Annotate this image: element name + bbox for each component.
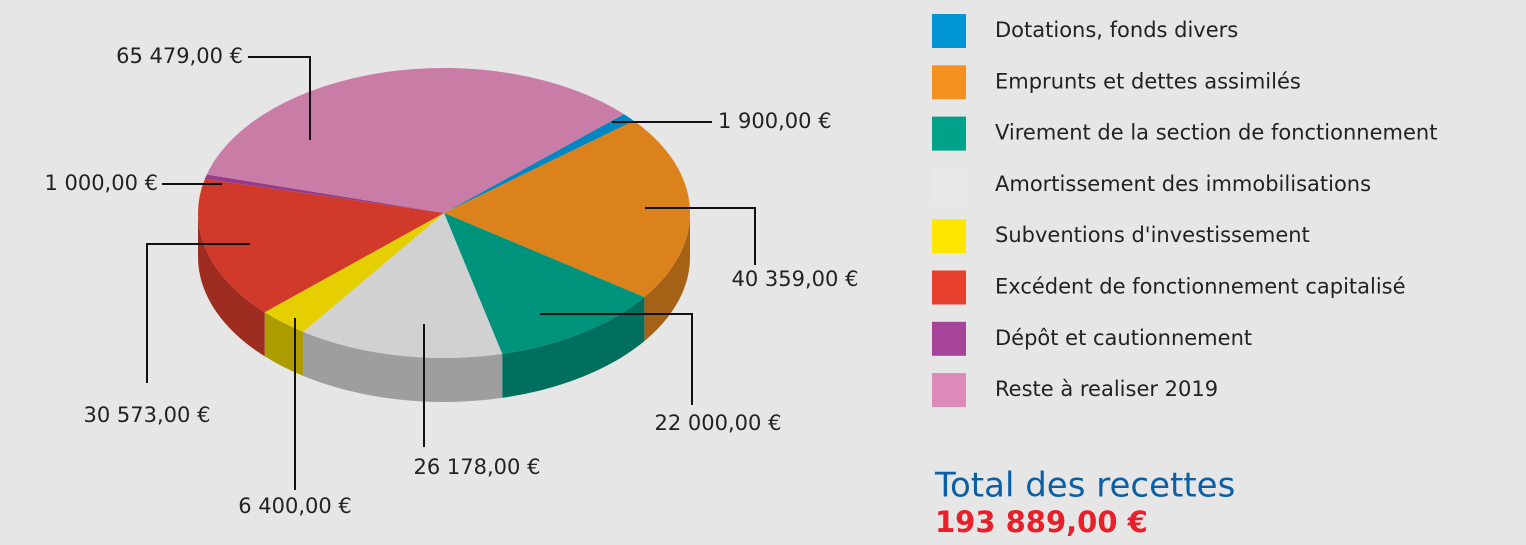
legend-label: Subventions d'investissement bbox=[995, 223, 1310, 247]
slice-side bbox=[198, 213, 265, 357]
legend-label: Reste à realiser 2019 bbox=[995, 377, 1218, 401]
data-label: 6 400,00 € bbox=[238, 494, 352, 518]
data-label: 40 359,00 € bbox=[732, 267, 859, 291]
legend-swatch bbox=[932, 321, 966, 356]
legend-swatch bbox=[932, 219, 966, 254]
slice bbox=[303, 213, 503, 358]
legend: Dotations, fonds divers Emprunts et dette… bbox=[932, 14, 1437, 408]
slice bbox=[264, 213, 444, 332]
total-value: 193 889,00 € bbox=[935, 505, 1148, 539]
legend-swatch bbox=[932, 373, 966, 408]
slice-side bbox=[644, 213, 690, 342]
slice-side bbox=[303, 331, 503, 402]
data-label: 65 479,00 € bbox=[116, 44, 243, 68]
legend-swatch bbox=[932, 65, 966, 100]
slice-side bbox=[264, 312, 304, 376]
legend-label: Amortissement des immobilisations bbox=[995, 172, 1371, 196]
slice-side bbox=[502, 297, 645, 398]
labels: 1 900,00 € 40 359,00 € 22 000,00 € 26 178,0… bbox=[44, 44, 858, 518]
slice bbox=[444, 120, 690, 298]
total-title: Total des recettes bbox=[934, 466, 1235, 506]
pie bbox=[198, 68, 690, 402]
slice bbox=[444, 213, 645, 354]
legend-swatch bbox=[932, 167, 966, 202]
legend-label: Dépôt et cautionnement bbox=[995, 326, 1252, 350]
legend-label: Virement de la section de fonctionnement bbox=[995, 121, 1437, 145]
slice bbox=[206, 68, 624, 214]
leader-line bbox=[248, 56, 311, 140]
legend-swatch bbox=[932, 14, 966, 48]
leader-line bbox=[146, 243, 250, 383]
slice bbox=[204, 174, 444, 213]
data-label: 26 178,00 € bbox=[414, 455, 541, 479]
legend-label: Excédent de fonctionnement capitalisé bbox=[995, 275, 1406, 299]
data-label: 1 900,00 € bbox=[718, 109, 832, 133]
legend-swatch bbox=[932, 270, 966, 305]
slice bbox=[198, 178, 444, 313]
legend-label: Dotations, fonds divers bbox=[995, 18, 1238, 42]
data-label: 30 573,00 € bbox=[84, 403, 211, 427]
leader-line bbox=[540, 313, 693, 405]
legend-label: Emprunts et dettes assimilés bbox=[995, 69, 1301, 93]
leader-line bbox=[645, 207, 756, 265]
data-label: 1 000,00 € bbox=[44, 171, 158, 195]
legend-swatch bbox=[932, 116, 966, 151]
slice bbox=[444, 114, 634, 213]
data-label: 22 000,00 € bbox=[655, 411, 782, 435]
